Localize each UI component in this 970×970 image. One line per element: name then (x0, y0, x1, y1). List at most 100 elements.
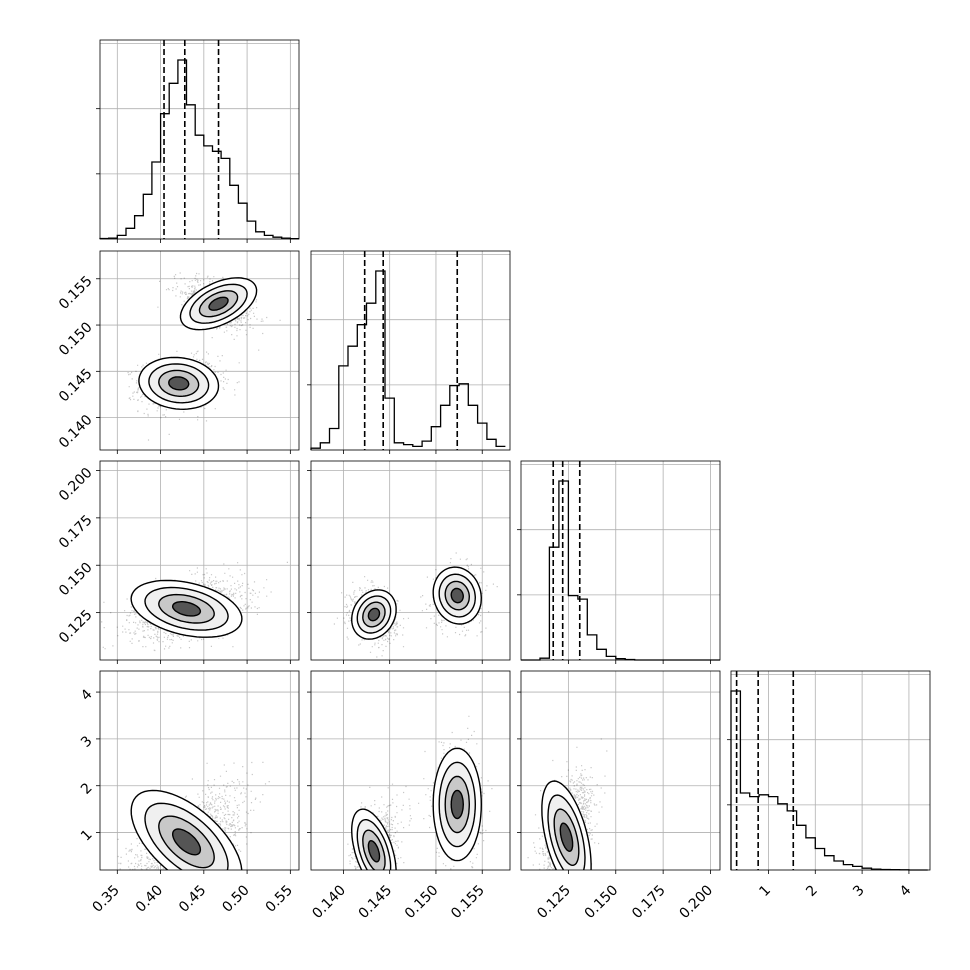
scatter-panel-3-2-contour-2-2 (438, 573, 477, 618)
hist-panel-4 (727, 670, 931, 874)
scatter-panel-3-2 (307, 460, 511, 664)
scatter-panel-4-2-contour-peak-2 (451, 790, 464, 819)
scatter-panel-2-1-contour-1-2 (148, 363, 210, 404)
scatter-panel-2-1-points (127, 272, 281, 441)
hist-panel-1-frame (99, 39, 300, 240)
hist-panel-2-frame (310, 250, 511, 451)
scatter-panel-3-2-contour-1-1 (350, 589, 397, 640)
x-tick-label-2-1: 0.140 (309, 882, 349, 922)
scatter-panel-4-3-contour-1-4 (559, 822, 574, 853)
x-tick-label-3-3: 0.175 (629, 882, 669, 922)
y-tick-label-4-3: 3 (78, 733, 96, 751)
hist-panel-3 (517, 460, 721, 664)
scatter-panel-4-2 (307, 670, 511, 874)
scatter-panel-3-2-contour-2-4 (450, 587, 465, 604)
scatter-panel-3-1-contour-1-3 (158, 593, 215, 624)
y-tick-label-3-4: 0.200 (56, 465, 96, 505)
scatter-panel-2-1-contour-peak-1 (168, 376, 189, 390)
scatter-panel-4-1 (96, 670, 300, 874)
scatter-panel-4-3 (517, 670, 721, 874)
scatter-panel-4-3-contour-1-3 (553, 808, 580, 867)
scatter-panel-3-2-contour-peak-1 (368, 608, 380, 621)
hist-panel-2 (307, 250, 511, 454)
scatter-panel-3-1-contour-1-1 (130, 579, 243, 638)
scatter-panel-3-2-frame (310, 460, 511, 661)
histogram-step-4 (730, 690, 928, 871)
scatter-panel-4-3-contour-1-2 (547, 794, 586, 870)
scatter-panel-4-2-contour-1-4 (367, 839, 381, 863)
scatter-panel-3-1-contour-1-4 (172, 601, 202, 617)
scatter-panel-2-1 (96, 250, 300, 454)
y-tick-label-4-1: 1 (78, 827, 96, 845)
y-tick-label-3-1: 0.125 (56, 607, 96, 647)
scatter-panel-2-1-contour-1-4 (168, 376, 190, 391)
hist-panel-1 (96, 39, 300, 243)
x-tick-label-1-4: 0.50 (219, 882, 252, 915)
scatter-panel-2-1-frame (99, 250, 300, 451)
histogram-step-1 (99, 59, 299, 240)
scatter-panel-2-1-contour-1-3 (158, 369, 200, 397)
x-tick-label-1-1: 0.35 (90, 882, 123, 915)
y-tick-label-3-3: 0.175 (56, 512, 96, 552)
scatter-panel-2-1-contour-2-1 (179, 277, 258, 331)
x-tick-label-2-3: 0.150 (402, 882, 442, 922)
scatter-panel-4-2-contour-2-1 (432, 747, 483, 862)
scatter-panel-4-2-contour-2-2 (438, 761, 477, 848)
scatter-panel-4-1-contour-1-3 (158, 815, 215, 869)
x-tick-label-4-1: 1 (756, 882, 774, 900)
x-tick-label-1-2: 0.40 (133, 882, 166, 915)
scatter-panel-3-2-contour-2-3 (444, 580, 471, 611)
x-tick-label-2-2: 0.145 (356, 882, 396, 922)
scatter-panel-4-2-contour-2-4 (450, 789, 465, 820)
scatter-panel-4-3-points (527, 738, 608, 870)
x-tick-label-3-2: 0.150 (582, 882, 622, 922)
x-tick-label-4-2: 2 (803, 882, 821, 900)
x-tick-label-2-4: 0.155 (448, 882, 488, 922)
y-tick-label-2-4: 0.155 (56, 273, 96, 313)
scatter-panel-2-1-contour-2-3 (198, 290, 239, 318)
panels-layer: 0.35 0.40 0.45 0.50 0.55 0.140 0.145 0.150 0.155… (56, 39, 931, 922)
hist-panel-3-frame (520, 460, 721, 661)
scatter-panel-4-2-contour-1-3 (362, 829, 386, 870)
scatter-panel-2-1-contour-2-2 (189, 283, 248, 324)
y-tick-label-3-2: 0.150 (56, 560, 96, 600)
x-tick-label-4-4: 4 (897, 882, 915, 900)
scatter-panel-3-1-contour-1-2 (144, 586, 229, 631)
scatter-panel-4-1-frame (99, 670, 300, 871)
x-tick-label-3-1: 0.125 (534, 882, 574, 922)
histogram-step-2 (310, 270, 506, 450)
histogram-step-3 (521, 480, 720, 661)
scatter-panel-3-1-contour-peak-1 (172, 601, 201, 616)
scatter-panel-3-2-contour-1-2 (356, 595, 392, 634)
scatter-panel-3-1-points (101, 561, 288, 652)
y-tick-label-2-1: 0.140 (56, 412, 96, 452)
scatter-panel-3-2-contour-2-1 (432, 566, 483, 625)
x-tick-label-1-3: 0.45 (176, 882, 209, 915)
x-tick-label-3-4: 0.200 (676, 882, 716, 922)
scatter-panel-3-1 (96, 460, 300, 664)
y-tick-label-4-2: 2 (78, 780, 96, 798)
scatter-panel-3-2-contour-1-4 (367, 607, 381, 622)
scatter-panel-4-1-contour-peak-1 (172, 829, 201, 855)
scatter-panel-4-2-contour-2-3 (444, 775, 471, 834)
scatter-panel-2-1-contour-2-4 (208, 296, 229, 311)
x-tick-label-4-3: 3 (850, 882, 868, 900)
y-tick-label-2-2: 0.145 (56, 366, 96, 406)
scatter-panel-3-1-frame (99, 460, 300, 661)
hist-panel-4-frame (730, 670, 931, 871)
x-tick-label-1-5: 0.55 (263, 882, 296, 915)
scatter-panel-4-2-frame (310, 670, 511, 871)
scatter-panel-4-2-points (347, 715, 493, 870)
scatter-panel-4-1-contour-1-1 (130, 789, 243, 870)
scatter-panel-4-3-contour-1-1 (541, 780, 592, 870)
scatter-panel-4-1-contour-1-4 (172, 828, 202, 856)
scatter-panel-4-1-contour-1-2 (144, 802, 229, 870)
scatter-panel-3-2-contour-peak-2 (451, 588, 464, 603)
scatter-panel-3-2-contour-1-3 (362, 601, 386, 628)
scatter-panel-4-2-contour-1-1 (350, 808, 397, 870)
y-tick-label-4-4: 4 (78, 686, 96, 704)
scatter-panel-4-1-points (117, 761, 270, 870)
scatter-panel-2-1-contour-1-1 (138, 356, 220, 411)
scatter-panel-4-2-contour-1-2 (356, 819, 392, 870)
